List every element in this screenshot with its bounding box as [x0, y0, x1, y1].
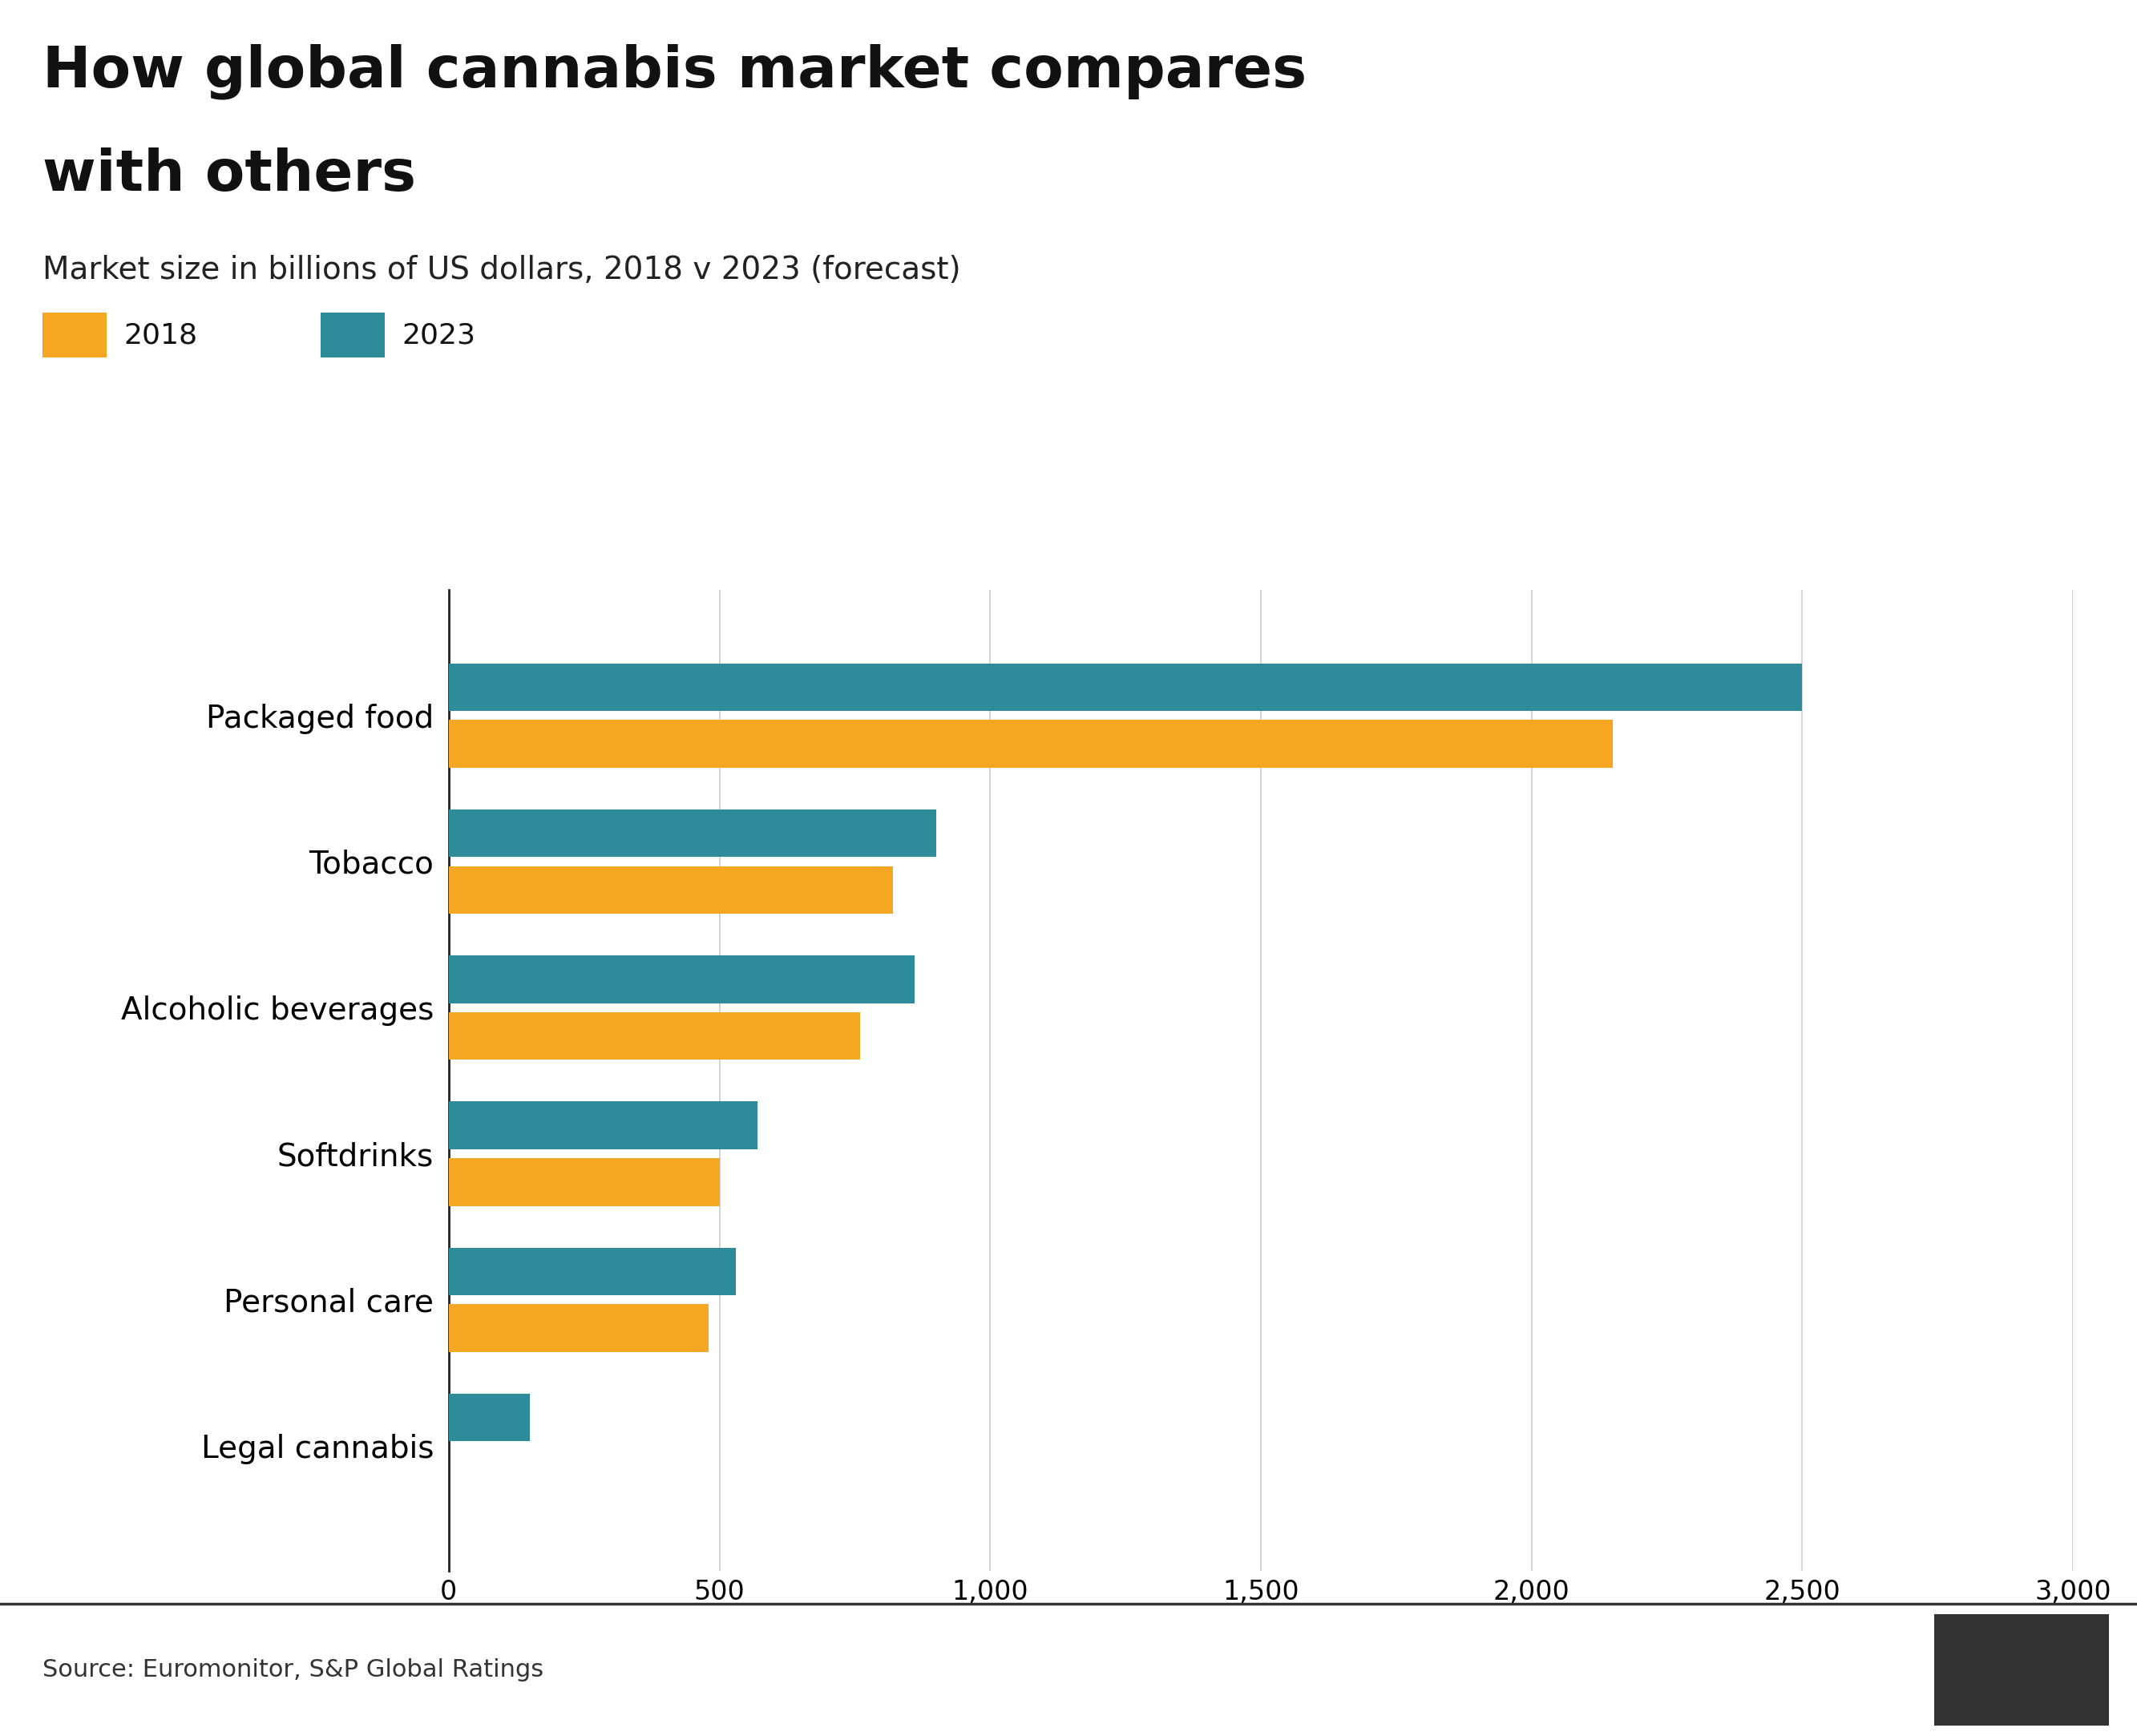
Bar: [449, 1158, 720, 1207]
Text: Market size in billions of US dollars, 2018 v 2023 (forecast): Market size in billions of US dollars, 2…: [43, 255, 962, 286]
Text: BBC: BBC: [1990, 1656, 2054, 1684]
Bar: [449, 1012, 861, 1059]
Bar: [449, 955, 915, 1003]
Bar: [449, 809, 936, 858]
Text: How global cannabis market compares: How global cannabis market compares: [43, 43, 1308, 99]
Bar: [449, 1394, 530, 1441]
Text: 2023: 2023: [402, 321, 477, 349]
Bar: [449, 866, 893, 913]
Bar: [449, 1102, 756, 1149]
Bar: [449, 720, 1613, 767]
Bar: [449, 1304, 709, 1352]
Bar: [449, 663, 1801, 712]
Text: 2018: 2018: [124, 321, 199, 349]
Text: with others: with others: [43, 148, 417, 203]
Text: Source: Euromonitor, S&P Global Ratings: Source: Euromonitor, S&P Global Ratings: [43, 1658, 543, 1682]
Bar: [449, 1248, 735, 1295]
